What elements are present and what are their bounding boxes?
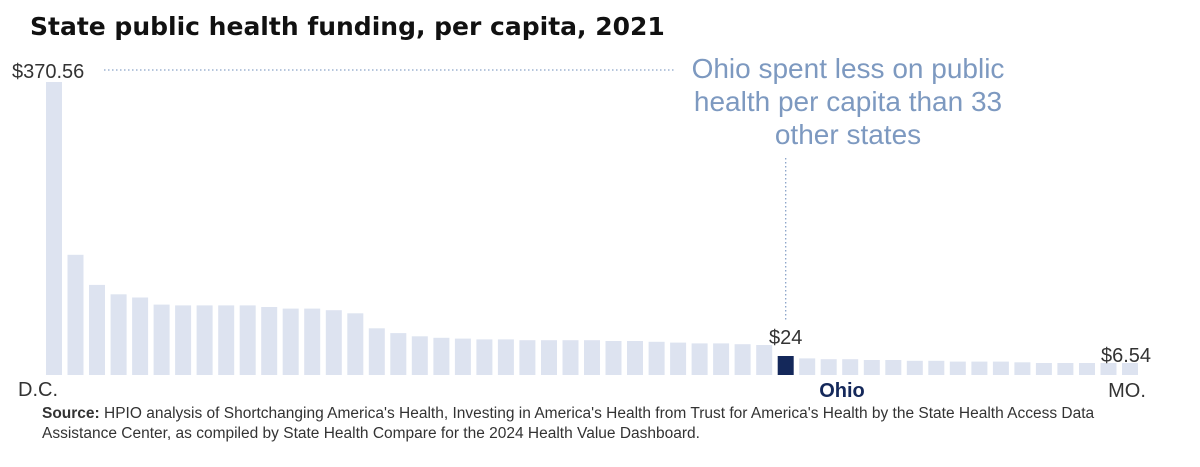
bar [648, 341, 665, 375]
bar [670, 342, 687, 375]
bar [454, 338, 471, 375]
bar [1079, 363, 1095, 375]
bar [842, 359, 859, 375]
bar-ohio [777, 356, 794, 375]
bar [89, 284, 105, 375]
bar [820, 359, 837, 375]
bar [261, 307, 278, 375]
bar [497, 339, 514, 375]
min-value-label: $6.54 [1101, 345, 1151, 367]
source-prefix: Source: [42, 405, 100, 422]
bar [734, 344, 751, 375]
bar [1035, 363, 1052, 375]
bar [46, 82, 62, 375]
annotation-line-2: health per capita than 33 [694, 86, 1002, 117]
bar [433, 337, 450, 375]
max-value-label: $370.56 [12, 61, 84, 83]
bar [1014, 362, 1031, 375]
bar [562, 340, 579, 375]
annotation-line-3: other states [775, 119, 921, 150]
bar [390, 333, 407, 375]
bar [1100, 363, 1117, 375]
bar [175, 305, 192, 375]
bar [885, 360, 902, 375]
bar [132, 297, 149, 375]
bar [153, 304, 170, 375]
bar [196, 305, 213, 375]
bar [1122, 363, 1138, 375]
chart-title: State public health funding, per capita,… [30, 12, 665, 41]
bar [949, 361, 966, 375]
ohio-category-label: Ohio [819, 380, 865, 400]
bar [971, 361, 988, 375]
bar [906, 360, 923, 375]
bar [110, 294, 127, 375]
bar [476, 339, 493, 375]
first-category-label: D.C. [18, 379, 58, 400]
bar [713, 343, 730, 375]
bar [519, 340, 536, 375]
annotation-line-1: Ohio spent less on public [692, 53, 1005, 84]
bar [605, 341, 622, 375]
bar [67, 254, 84, 375]
bar [584, 340, 600, 375]
bar [1057, 363, 1074, 375]
bar [347, 313, 364, 375]
bar [325, 310, 342, 375]
bar [928, 360, 945, 375]
ohio-value-label: $24 [769, 327, 802, 349]
bar-chart: $370.56 Ohio spent less on public health… [12, 53, 1151, 400]
source-note: Source: HPIO analysis of Shortchanging A… [42, 404, 1162, 444]
bar [282, 308, 299, 375]
bar [411, 336, 428, 375]
bar [799, 358, 816, 375]
source-text: HPIO analysis of Shortchanging America's… [42, 405, 1095, 442]
bar [992, 361, 1009, 375]
bar [863, 360, 880, 375]
bar [691, 343, 708, 375]
bar [368, 328, 385, 375]
bar [304, 308, 321, 375]
bar [756, 345, 773, 375]
bar [627, 341, 643, 375]
bar-series [46, 82, 1138, 375]
bar [218, 305, 235, 375]
bar [239, 305, 256, 375]
bar [541, 340, 557, 375]
last-category-label: MO. [1108, 380, 1146, 400]
